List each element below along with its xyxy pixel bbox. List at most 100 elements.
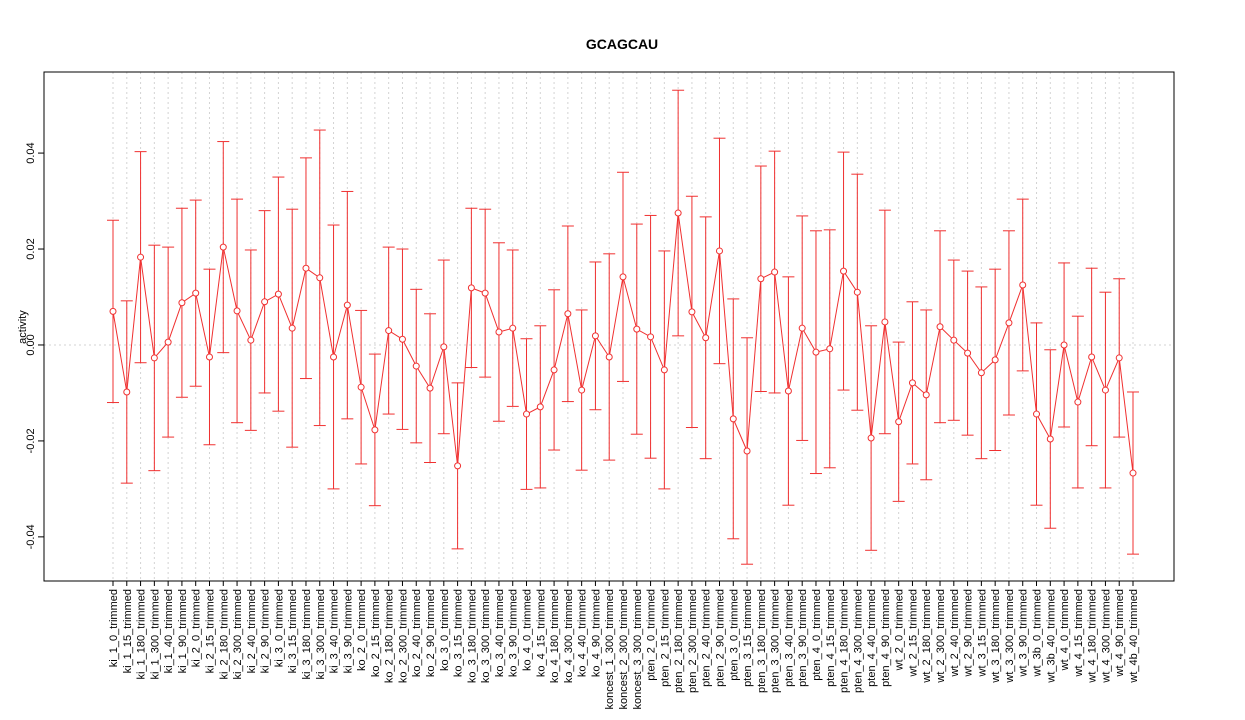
point — [109, 307, 117, 315]
x-tick-label: pten_3_180_trimmed — [756, 589, 768, 693]
point — [426, 384, 434, 392]
point — [288, 324, 296, 332]
point — [798, 324, 806, 332]
x-tick-label: pten_3_15_trimmed — [742, 589, 754, 687]
point — [371, 426, 379, 434]
y-tick-label: -0.02 — [25, 428, 37, 453]
point — [936, 323, 944, 331]
x-tick-label: ko_2_300_trimmed — [397, 589, 409, 683]
x-tick-label: ki_2_300_trimmed — [232, 589, 244, 680]
point — [1115, 354, 1123, 362]
x-tick-label: pten_3_90_trimmed — [797, 589, 809, 687]
point — [137, 253, 145, 261]
point — [164, 338, 172, 346]
point — [330, 353, 338, 361]
x-tick-label: ko_2_40_trimmed — [411, 589, 423, 677]
point — [853, 288, 861, 296]
x-tick-label: pten_4_90_trimmed — [880, 589, 892, 687]
x-tick-label: ki_2_0_trimmed — [191, 589, 203, 667]
point — [688, 308, 696, 316]
point — [1060, 341, 1068, 349]
x-tick-label: ki_3_180_trimmed — [301, 589, 313, 680]
x-tick-label: pten_2_0_trimmed — [646, 589, 658, 681]
x-tick-label: ko_3_300_trimmed — [480, 589, 492, 683]
point — [481, 289, 489, 297]
point — [1046, 435, 1054, 443]
x-tick-label: wt_2_300_trimmed — [935, 589, 947, 684]
point — [550, 366, 558, 374]
point — [123, 388, 131, 396]
x-tick-label: ko_3_90_trimmed — [508, 589, 520, 677]
point — [702, 334, 710, 342]
point — [1129, 469, 1137, 477]
point — [950, 336, 958, 344]
point — [247, 336, 255, 344]
x-tick-label: pten_2_90_trimmed — [714, 589, 726, 687]
x-tick-label: koncest_1_300_trimmed — [604, 589, 616, 709]
x-tick-label: ko_4_0_trimmed — [522, 589, 534, 671]
x-tick-label: wt_2_0_trimmed — [894, 589, 906, 671]
x-tick-label: ko_2_15_trimmed — [370, 589, 382, 677]
x-tick-label: pten_4_40_trimmed — [866, 589, 878, 687]
x-tick-label: pten_3_40_trimmed — [783, 589, 795, 687]
point — [1033, 410, 1041, 418]
x-tick-label: ki_2_180_trimmed — [218, 589, 230, 680]
x-tick-label: ki_1_300_trimmed — [149, 589, 161, 680]
x-tick-label: ko_4_40_trimmed — [577, 589, 589, 677]
y-tick-label: -0.04 — [25, 524, 37, 549]
point — [261, 298, 269, 306]
point — [1074, 398, 1082, 406]
point — [771, 268, 779, 276]
point — [715, 247, 723, 255]
x-tick-label: wt_3_300_trimmed — [1004, 589, 1016, 684]
point — [812, 348, 820, 356]
x-tick-label: wt_2_15_trimmed — [907, 589, 919, 677]
point — [757, 275, 765, 283]
x-tick-label: wt_4_0_trimmed — [1059, 589, 1071, 671]
x-tick-label: ki_2_40_trimmed — [246, 589, 258, 673]
y-tick-label: 0.00 — [25, 334, 37, 355]
point — [274, 290, 282, 298]
x-tick-label: wt_4b_40_trimmed — [1128, 589, 1140, 684]
y-axis-label: activity — [17, 310, 29, 344]
point — [495, 328, 503, 336]
x-tick-label: pten_4_15_trimmed — [825, 589, 837, 687]
point — [922, 391, 930, 399]
point — [440, 343, 448, 351]
point — [991, 356, 999, 364]
point — [192, 289, 200, 297]
point — [660, 366, 668, 374]
x-tick-label: ki_1_90_trimmed — [177, 589, 189, 673]
x-tick-label: koncest_2_300_trimmed — [618, 589, 630, 709]
point — [578, 386, 586, 394]
x-tick-label: wt_4_15_trimmed — [1073, 589, 1085, 677]
x-tick-label: wt_3_90_trimmed — [1018, 589, 1030, 677]
point — [233, 307, 241, 315]
point — [398, 335, 406, 343]
point — [633, 325, 641, 333]
x-tick-label: pten_3_300_trimmed — [770, 589, 782, 693]
x-tick-label: pten_2_15_trimmed — [659, 589, 671, 687]
point — [316, 274, 324, 282]
x-tick-label: pten_2_40_trimmed — [701, 589, 713, 687]
x-tick-label: ki_1_0_trimmed — [108, 589, 120, 667]
point — [840, 267, 848, 275]
point — [357, 383, 365, 391]
x-tick-label: wt_3_180_trimmed — [990, 589, 1002, 684]
x-tick-label: pten_2_180_trimmed — [673, 589, 685, 693]
x-tick-label: pten_2_300_trimmed — [687, 589, 699, 693]
point — [219, 243, 227, 251]
x-tick-label: ko_3_15_trimmed — [453, 589, 465, 677]
x-tick-label: wt_4_90_trimmed — [1114, 589, 1126, 677]
point — [564, 310, 572, 318]
point — [205, 353, 213, 361]
point — [454, 462, 462, 470]
x-tick-label: ko_4_15_trimmed — [535, 589, 547, 677]
x-tick-label: ko_3_180_trimmed — [466, 589, 478, 683]
point — [467, 284, 475, 292]
x-tick-label: ko_2_90_trimmed — [425, 589, 437, 677]
x-tick-label: pten_4_300_trimmed — [852, 589, 864, 693]
point — [784, 387, 792, 395]
point — [605, 353, 613, 361]
